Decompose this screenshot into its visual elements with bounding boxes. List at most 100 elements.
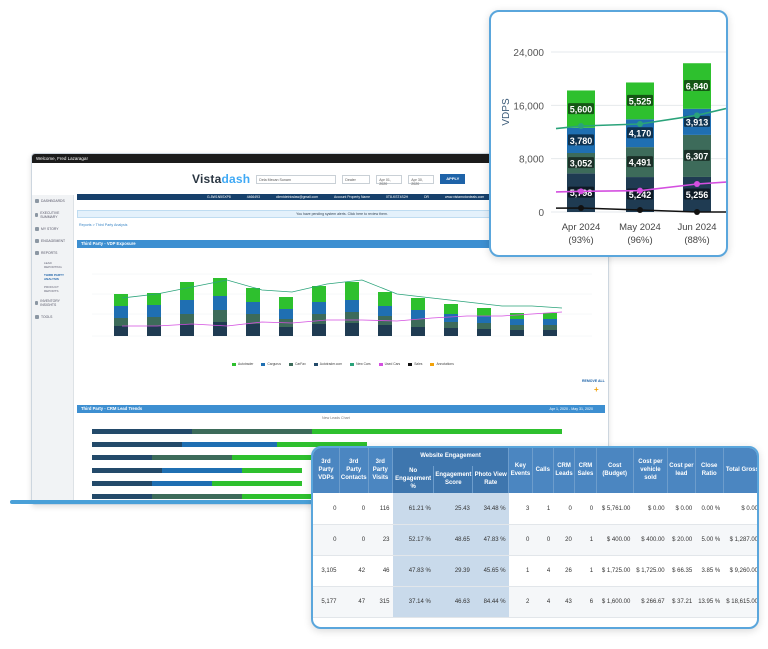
table-cell: 3,105: [313, 555, 340, 587]
col-header[interactable]: CRM Leads: [553, 448, 576, 494]
table-cell: 4: [532, 586, 554, 618]
mini-bar-segment: [378, 325, 392, 336]
series-point[interactable]: [637, 121, 643, 127]
col-header[interactable]: Cost (Budget): [596, 448, 634, 494]
apply-button[interactable]: APPLY: [440, 174, 466, 184]
sidebar-item-my-story[interactable]: MY STORY: [32, 223, 73, 235]
series-point[interactable]: [578, 205, 584, 211]
remove-all-link[interactable]: REMOVE ALL: [582, 379, 605, 383]
table-cell: $ 20.00: [667, 524, 696, 556]
mini-bar-segment: [411, 319, 425, 327]
col-header[interactable]: Cost per lead: [667, 448, 696, 494]
data-label: 4,491: [629, 158, 652, 168]
data-label-bg: [627, 94, 653, 106]
series-point[interactable]: [637, 207, 643, 213]
col-header[interactable]: Engagement Score: [433, 466, 474, 494]
data-label-bg: [684, 115, 710, 127]
legend-item[interactable]: CarFax: [288, 362, 306, 366]
legend-item[interactable]: Cargurus: [261, 362, 281, 366]
mini-bar-segment: [147, 326, 161, 336]
col-header[interactable]: No Engagement %: [392, 466, 435, 494]
mini-bar-segment: [378, 292, 392, 306]
col-header[interactable]: Total Gross: [723, 448, 757, 494]
table-cell: 4: [532, 555, 554, 587]
date-from-input[interactable]: Apr 01, 2020: [376, 174, 403, 186]
table-cell: $ 400.00: [633, 524, 668, 556]
table-row[interactable]: 5,177 47 315 37.14 % 46.63 84.44 % 2 4 43 6 $ 1,60…: [313, 586, 757, 618]
sidebar-item-engagement[interactable]: ENGAGEMENT: [32, 235, 73, 247]
table-cell: 0: [339, 524, 369, 556]
table-cell: 0: [339, 493, 369, 525]
col-header[interactable]: 3rd Party Contacts: [339, 448, 369, 494]
mini-bar-segment: [510, 330, 524, 336]
legend-item[interactable]: Annotations: [430, 362, 454, 366]
x-tick-label: Jun 2024: [677, 222, 716, 233]
series-point[interactable]: [637, 187, 643, 194]
breadcrumb[interactable]: Reports > Third Party Analysis: [79, 223, 128, 227]
crm-bar-1: [92, 429, 562, 434]
logo[interactable]: Vistadash: [192, 172, 251, 186]
mini-bar-segment: [180, 282, 194, 300]
sidebar-item-inventory[interactable]: INVENTORY INSIGHTS: [32, 295, 73, 311]
group-select[interactable]: Dealer: [342, 174, 371, 184]
table-cell: 5,177: [313, 586, 340, 618]
table-cell: 26: [553, 555, 575, 587]
series-point[interactable]: [694, 112, 700, 119]
table-cell: 1: [574, 555, 597, 587]
sidebar-item-reports[interactable]: REPORTS: [32, 247, 73, 259]
table-row[interactable]: 3,105 42 46 47.83 % 29.39 45.65 % 1 4 26 1 $ 1,725…: [313, 555, 757, 587]
dealer-select[interactable]: Dela Mecan Sunam: [256, 174, 337, 184]
legend-item[interactable]: Sales: [408, 362, 422, 366]
col-header[interactable]: Close Ratio: [695, 448, 724, 494]
info-code: 0T8-KST4S2H: [386, 195, 409, 199]
sidebar-sub-lead-reporting[interactable]: LEAD REPORTING: [44, 261, 62, 269]
legend-item[interactable]: Autotrader.com: [313, 362, 342, 366]
table-row[interactable]: 0 0 23 52.17 % 48.65 47.83 % 0 0 20 1 $ 400.00 $ 40…: [313, 524, 757, 556]
table-cell: 48.65: [433, 524, 473, 556]
legend-item[interactable]: Used Cars: [378, 362, 400, 366]
mini-bar-segment: [312, 302, 326, 314]
panel-vdp-header: Third Party - VDP Exposure: [77, 240, 605, 248]
series-point[interactable]: [578, 188, 584, 195]
date-to-input[interactable]: Apr 30, 2020: [408, 174, 435, 186]
col-header[interactable]: 3rd Party VDPs: [313, 448, 340, 494]
add-annotation-icon[interactable]: +: [594, 385, 599, 394]
table-cell: 42: [339, 555, 369, 587]
table-cell: 25.43: [433, 493, 473, 525]
series-point[interactable]: [694, 209, 700, 215]
series-point[interactable]: [578, 123, 584, 129]
mini-bar-segment: [345, 282, 359, 300]
story-icon: [35, 227, 39, 231]
mini-bar-segment: [510, 313, 524, 319]
info-website[interactable]: www.vistamotordeals.com: [445, 195, 485, 199]
col-header[interactable]: Calls: [532, 448, 554, 494]
sidebar-item-dashboards[interactable]: DASHBOARDS: [32, 195, 73, 207]
sidebar-sub-product-reports[interactable]: PRODUCT REPORTS: [44, 285, 59, 293]
sidebar-sub-third-party[interactable]: THIRD PARTY ANALYSIS: [44, 273, 64, 281]
table-row[interactable]: 0 0 116 61.21 % 25.43 34.48 % 3 1 0 0 $ 5,761.00 $ …: [313, 493, 757, 525]
table-cell: 0: [508, 524, 533, 556]
col-header[interactable]: 3rd Party Visits: [368, 448, 394, 494]
mini-bar-segment: [378, 306, 392, 316]
sidebar-item-tools[interactable]: TOOLS: [32, 311, 73, 323]
mini-bar-segment: [213, 310, 227, 322]
table-cell: 116: [368, 493, 393, 525]
col-header[interactable]: Photo View Rate: [472, 466, 510, 494]
table-cell: 315: [368, 586, 393, 618]
table-cell: 47.83 %: [392, 555, 434, 587]
col-header[interactable]: Cost per vehicle sold: [633, 448, 669, 494]
reports-icon: [35, 251, 39, 255]
series-point[interactable]: [694, 181, 700, 187]
col-header[interactable]: CRM Sales: [574, 448, 597, 494]
sidebar-item-executive-summary[interactable]: EXECUTIVE SUMMARY: [32, 207, 73, 223]
mini-bar-segment: [114, 326, 128, 336]
mini-bar-segment: [114, 294, 128, 306]
legend-item[interactable]: Autotrader: [232, 362, 253, 366]
data-label: 6,840: [686, 82, 709, 92]
col-header[interactable]: Key Events: [508, 448, 533, 494]
sidebar: DASHBOARDS EXECUTIVE SUMMARY MY STORY EN…: [32, 195, 74, 504]
mini-bar-segment: [444, 304, 458, 314]
data-label: 6,307: [686, 151, 709, 161]
legend-item[interactable]: New Cars: [350, 362, 371, 366]
